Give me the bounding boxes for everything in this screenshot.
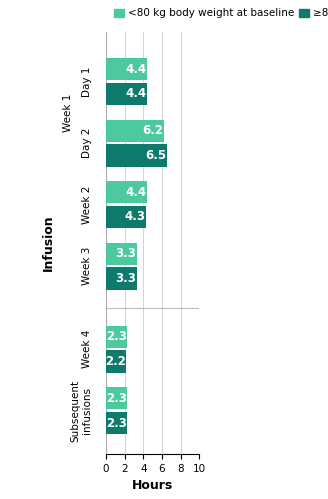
Text: 2.3: 2.3 [106,392,127,405]
Text: Day 1: Day 1 [82,66,92,97]
Text: 2.2: 2.2 [105,355,126,368]
Text: 4.3: 4.3 [124,211,145,224]
Legend: <80 kg body weight at baseline, ≥80 kg body weight at baseline: <80 kg body weight at baseline, ≥80 kg b… [110,4,328,22]
Text: 2.3: 2.3 [106,330,127,343]
Text: 6.5: 6.5 [145,149,166,162]
Y-axis label: Infusion: Infusion [42,215,54,271]
Text: 3.3: 3.3 [115,248,136,260]
Bar [106,83,147,105]
Text: 3.3: 3.3 [115,272,136,285]
Text: 2.3: 2.3 [106,417,127,430]
Text: Subsequent
infusions: Subsequent infusions [70,380,92,442]
Text: 4.4: 4.4 [125,87,146,100]
Text: 4.4: 4.4 [125,63,146,76]
Bar [106,326,128,348]
Text: Week 4: Week 4 [82,330,92,368]
Bar [106,181,147,204]
Bar [106,267,137,289]
Bar [106,58,147,80]
Text: Week 3: Week 3 [82,247,92,285]
X-axis label: Hours: Hours [132,479,173,492]
Bar [106,206,146,228]
Text: 6.2: 6.2 [142,124,163,137]
Text: Day 2: Day 2 [82,128,92,158]
Bar [106,412,128,434]
Bar [106,387,128,410]
Bar [106,144,167,167]
Bar [106,243,137,265]
Bar [106,120,164,142]
Bar [106,350,127,373]
Text: Week 1: Week 1 [63,93,73,132]
Text: 4.4: 4.4 [125,186,146,199]
Text: Week 2: Week 2 [82,186,92,224]
